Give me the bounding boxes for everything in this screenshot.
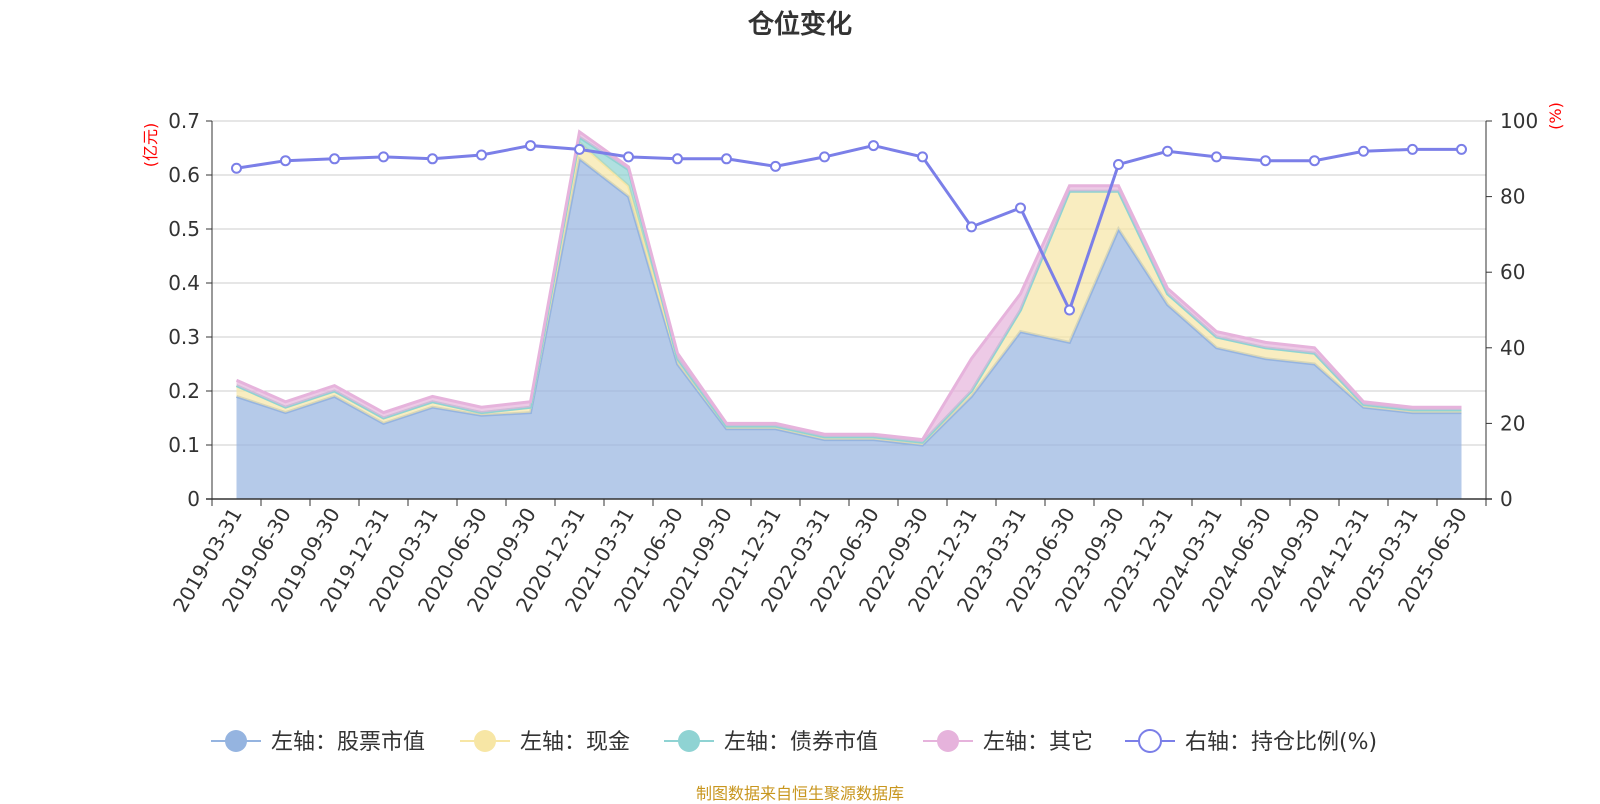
position-change-chart: 仓位变化 0 0.1 0.2 0.3 0.4 0.5 0.6 0.7 0 20 40 60 80 100 (亿…: [141, 9, 1565, 755]
ratio-point: [1456, 143, 1467, 155]
legend-item: 左轴：现金: [460, 730, 630, 755]
ratio-point: [1113, 158, 1124, 170]
ratio-point: [329, 153, 340, 165]
ratio-point: [770, 160, 781, 172]
ratio-point: [1358, 145, 1369, 157]
legend-marker: [937, 730, 959, 752]
ratio-point: [1407, 143, 1418, 155]
legend-label: 左轴：债券市值: [724, 730, 878, 755]
ratio-point: [966, 221, 977, 233]
ratio-point: [1162, 145, 1173, 157]
left-axis-unit: (亿元): [141, 123, 160, 168]
ratio-point: [1309, 155, 1320, 167]
ratio-point: [1260, 155, 1271, 167]
ratio-point: [819, 151, 830, 163]
left-axis-tick-label: 0.5: [168, 217, 200, 241]
area-1: [236, 158, 1462, 500]
right-axis-tick-label: 100: [1500, 109, 1538, 133]
ratio-point: [378, 151, 389, 163]
legend-marker: [225, 730, 247, 752]
legend-label: 左轴：现金: [520, 730, 630, 755]
left-axis-tick-label: 0.1: [168, 433, 200, 457]
area-line-4: [235, 129, 1462, 442]
left-axis-tick-label: 0.4: [168, 271, 200, 295]
ratio-line: [236, 144, 1462, 314]
ratio-point: [231, 162, 242, 174]
left-axis-tick-label: 0: [187, 487, 200, 511]
ratio-point: [672, 153, 683, 165]
right-axis-tick-label: 80: [1500, 185, 1525, 209]
right-axis-tick-label: 20: [1500, 411, 1525, 435]
ratio-point: [280, 155, 291, 167]
legend-marker: [678, 730, 700, 752]
ratio-point: [721, 153, 732, 165]
right-axis-tick-label: 40: [1500, 336, 1525, 360]
ratio-point: [917, 151, 928, 163]
legend-label: 右轴：持仓比例(%): [1185, 730, 1377, 755]
right-axis-tick-label: 0: [1500, 487, 1513, 511]
legend-marker: [1138, 729, 1162, 753]
ratio-point: [1211, 151, 1222, 163]
left-axis-tick-label: 0.3: [168, 325, 200, 349]
data-source-note: 制图数据来自恒生聚源数据库: [695, 784, 904, 803]
chart-title: 仓位变化: [747, 9, 852, 40]
ratio-point: [868, 140, 879, 152]
ratio-point: [1064, 304, 1075, 316]
ratio-point: [427, 153, 438, 165]
ratio-point: [476, 149, 487, 161]
ratio-point: [1015, 202, 1026, 214]
ratio-point: [574, 143, 585, 155]
legend-marker: [474, 730, 496, 752]
left-axis-tick-label: 0.7: [168, 109, 200, 133]
legend-label: 左轴：其它: [983, 730, 1093, 755]
right-axis-unit: (%): [1546, 102, 1565, 130]
legend-item: 右轴：持仓比例(%): [1125, 729, 1377, 755]
ratio-point: [525, 140, 536, 152]
ratio-point: [623, 151, 634, 163]
left-axis-tick-label: 0.2: [168, 379, 200, 403]
right-axis-tick-label: 60: [1500, 260, 1525, 284]
legend-item: 左轴：债券市值: [664, 730, 878, 755]
legend-item: 左轴：股票市值: [211, 730, 425, 755]
left-axis-tick-label: 0.6: [168, 163, 200, 187]
legend-item: 左轴：其它: [923, 730, 1093, 755]
legend-label: 左轴：股票市值: [271, 730, 425, 755]
